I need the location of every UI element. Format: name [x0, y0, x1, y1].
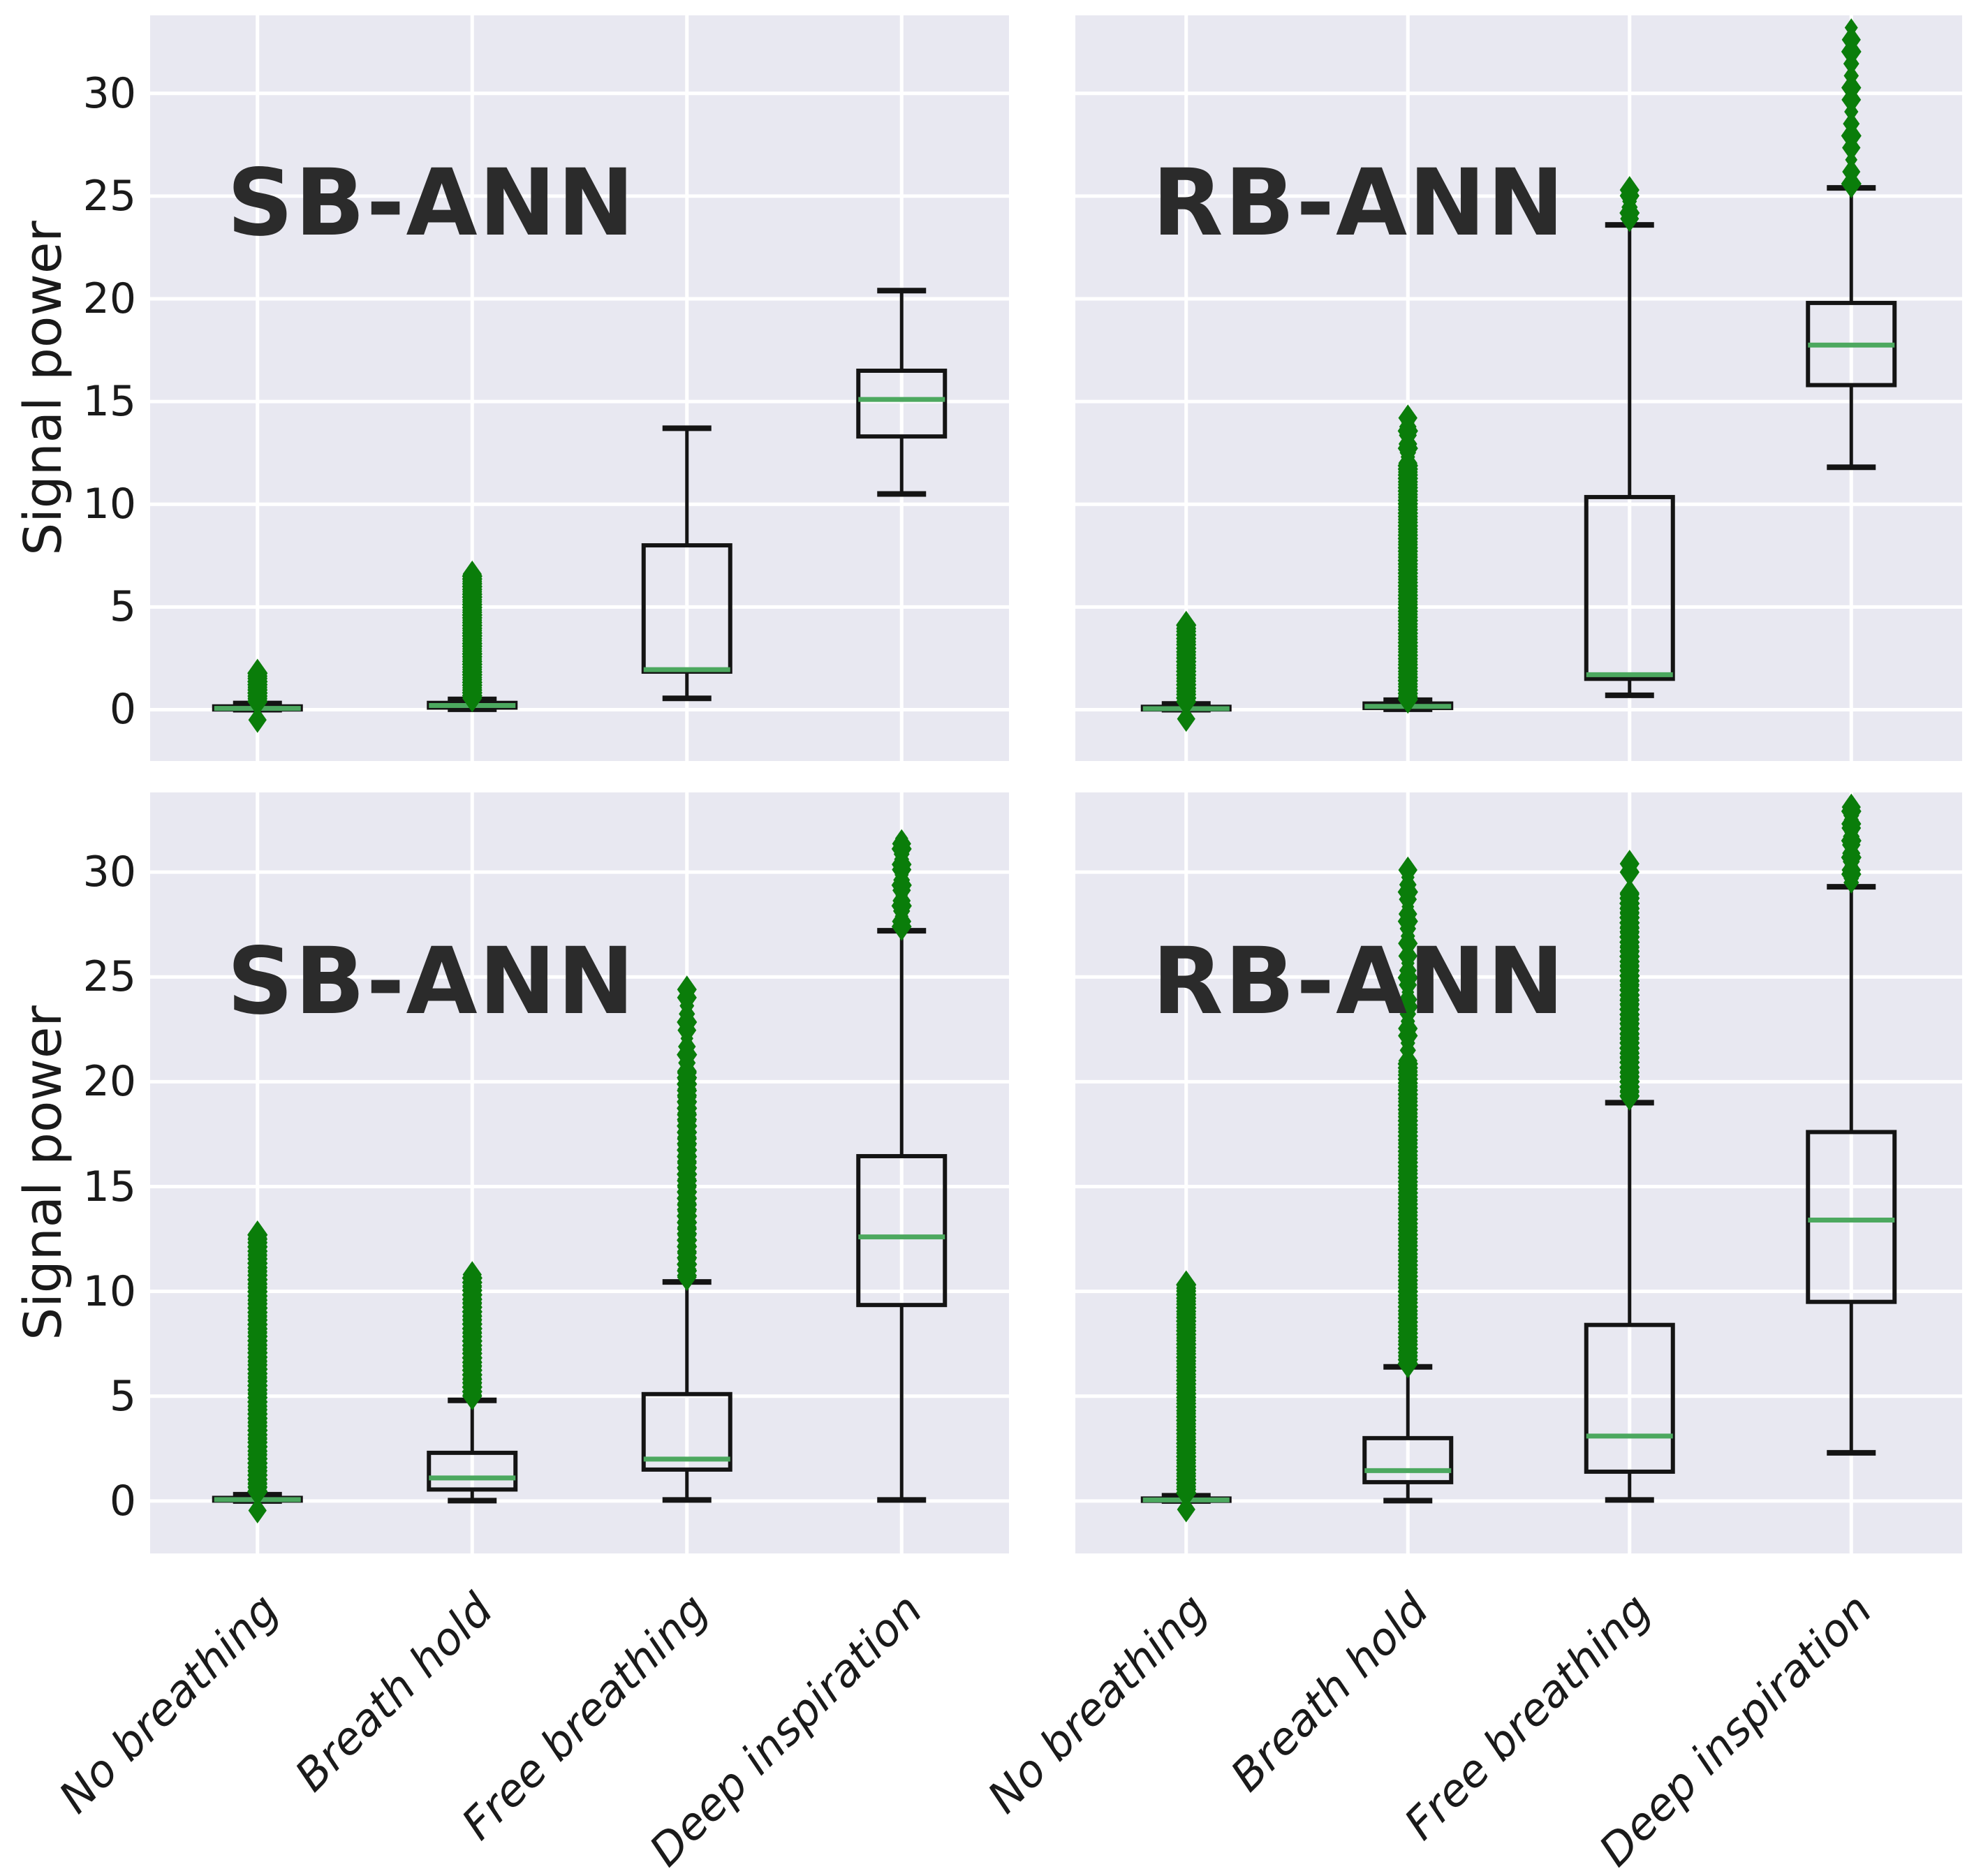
- outliers-deep-inspiration: [891, 829, 912, 941]
- outlier-diamonds: [1841, 18, 1862, 198]
- outliers-breath-hold: [462, 1261, 483, 1410]
- outliers-breath-hold: [462, 560, 483, 713]
- x-tick-label: No breathing: [978, 1583, 1217, 1823]
- y-tick-label: 20: [82, 274, 136, 324]
- y-tick-label: 5: [109, 1371, 136, 1421]
- panel-bottom-left: [150, 792, 1009, 1553]
- y-tick-label: 15: [82, 377, 136, 427]
- panel-bg: [150, 792, 1009, 1553]
- y-tick-label: 0: [109, 1476, 136, 1526]
- outlier-diamonds: [1841, 793, 1862, 894]
- y-tick-label: 25: [82, 171, 136, 221]
- panel-bg: [150, 15, 1009, 761]
- y-tick-label: 30: [82, 68, 136, 118]
- outlier-diamonds: [1397, 404, 1418, 468]
- outliers-deep-inspiration: [1841, 18, 1862, 198]
- x-tick-label: No breathing: [49, 1583, 288, 1823]
- box-deep-inspiration: [856, 288, 948, 497]
- outlier-diamonds: [247, 658, 268, 716]
- outlier-diamonds: [677, 1057, 698, 1292]
- outliers-no-breathing: [247, 658, 268, 733]
- panel-root: [1075, 15, 1962, 761]
- iqr-box: [856, 1153, 948, 1308]
- y-tick-label: 10: [82, 480, 136, 529]
- y-tick-label: 15: [82, 1162, 136, 1211]
- panel-bg: [1075, 15, 1962, 761]
- outliers-free-breathing: [677, 975, 698, 1292]
- boxplot-top-left: [150, 15, 1009, 761]
- boxplot-bottom-right: [1075, 792, 1962, 1553]
- y-tick-label: 20: [82, 1057, 136, 1107]
- boxplot-top-right: [1075, 15, 1962, 761]
- outliers-breath-hold: [1397, 404, 1418, 714]
- outlier-diamonds: [891, 829, 912, 941]
- panel-root: [150, 792, 1009, 1553]
- iqr-box: [1362, 1435, 1454, 1484]
- outliers-no-breathing: [1176, 1270, 1197, 1523]
- y-tick-label: 30: [82, 848, 136, 897]
- outlier-diamonds: [1397, 942, 1418, 1062]
- box-breath-hold: [1362, 1364, 1454, 1504]
- box-free-breathing: [641, 425, 732, 702]
- outliers-free-breathing: [1619, 176, 1640, 232]
- outlier-diamonds: [1619, 850, 1640, 887]
- x-tick-label: Free breathing: [1394, 1583, 1660, 1850]
- iqr-box: [641, 1391, 732, 1472]
- outlier-diamonds: [1619, 879, 1640, 1111]
- boxplot-bottom-left: [150, 792, 1009, 1553]
- outlier-diamonds: [1397, 1047, 1418, 1379]
- outlier-diamonds: [247, 1220, 268, 1507]
- outlier-diamonds: [462, 1261, 483, 1410]
- outlier-diamonds: [1176, 1270, 1197, 1508]
- outlier-diamonds: [1619, 176, 1640, 232]
- outliers-free-breathing: [1619, 850, 1640, 1111]
- outlier-diamonds: [1397, 856, 1418, 958]
- figure: SB-ANN RB-ANN SB-ANN RB-ANN Signal power…: [13, 15, 1962, 1876]
- x-tick-label: Breath hold: [1221, 1583, 1439, 1801]
- y-tick-label: 10: [82, 1266, 136, 1316]
- panel-root: [1075, 792, 1962, 1553]
- outlier-diamonds: [248, 1497, 267, 1524]
- iqr-box: [1806, 1130, 1897, 1304]
- y-tick-label: 25: [82, 952, 136, 1002]
- panel-top-left: [150, 15, 1009, 761]
- y-tick-label: 5: [109, 582, 136, 632]
- panel-root: [150, 15, 1009, 761]
- panel-bottom-right: [1075, 792, 1962, 1553]
- iqr-box: [1584, 1322, 1675, 1474]
- iqr-box: [1584, 494, 1675, 681]
- gridlines: [150, 15, 1009, 761]
- panel-bg: [1075, 792, 1962, 1553]
- iqr-box: [427, 1450, 518, 1492]
- outliers-no-breathing: [247, 1220, 268, 1524]
- outlier-diamonds: [677, 975, 698, 1076]
- box-free-breathing: [1584, 1100, 1675, 1503]
- outliers-breath-hold: [1397, 856, 1418, 1379]
- outlier-diamonds: [1397, 449, 1418, 714]
- outlier-diamonds: [1176, 610, 1197, 716]
- outlier-diamonds: [462, 560, 483, 713]
- box-deep-inspiration: [856, 928, 948, 1503]
- panel-top-right: [1075, 15, 1962, 761]
- outliers-deep-inspiration: [1841, 793, 1862, 894]
- x-tick-label: Breath hold: [285, 1583, 503, 1801]
- iqr-box: [856, 368, 948, 439]
- y-tick-label: 0: [109, 685, 136, 734]
